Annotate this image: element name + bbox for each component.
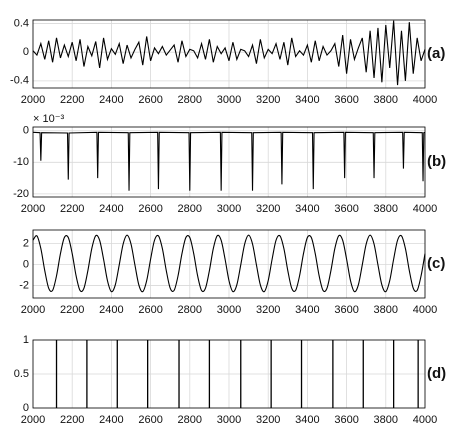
x-tick-label: 3400 [295, 304, 319, 316]
x-tick-label: 4000 [413, 203, 437, 215]
y-tick-label: 0 [23, 125, 29, 137]
x-tick-label: 2800 [178, 414, 202, 426]
x-tick-label: 3000 [217, 94, 241, 106]
y-tick-label: 0 [23, 46, 29, 58]
exponent-label: × 10⁻³ [33, 113, 65, 125]
x-tick-label: 2600 [138, 304, 162, 316]
x-tick-label: 2000 [21, 414, 45, 426]
x-tick-label: 3200 [256, 414, 280, 426]
panel-label: (b) [427, 153, 446, 170]
x-tick-label: 2200 [60, 304, 84, 316]
axes-frame [32, 19, 426, 89]
y-tick-label: -2 [19, 279, 29, 291]
y-tick-label: -10 [13, 156, 29, 168]
panel-label: (d) [427, 365, 446, 382]
x-tick-label: 4000 [413, 414, 437, 426]
y-tick-label: 2 [23, 238, 29, 250]
x-tick-label: 2800 [178, 304, 202, 316]
x-tick-label: 3000 [217, 203, 241, 215]
x-tick-label: 2200 [60, 414, 84, 426]
x-tick-label: 2000 [21, 304, 45, 316]
x-tick-label: 3200 [256, 304, 280, 316]
x-tick-label: 2400 [99, 414, 123, 426]
x-tick-label: 2800 [178, 203, 202, 215]
x-tick-label: 2000 [21, 94, 45, 106]
x-tick-label: 2200 [60, 94, 84, 106]
x-tick-label: 3600 [334, 414, 358, 426]
x-tick-label: 3000 [217, 304, 241, 316]
x-tick-label: 3800 [374, 304, 398, 316]
x-tick-label: 2600 [138, 203, 162, 215]
x-tick-label: 2400 [99, 203, 123, 215]
x-tick-label: 2600 [138, 414, 162, 426]
y-tick-label: -0.4 [10, 75, 29, 87]
y-tick-label: 0 [23, 402, 29, 414]
axes-frame [32, 126, 426, 198]
x-tick-label: 3800 [374, 203, 398, 215]
x-tick-label: 3000 [217, 414, 241, 426]
x-tick-label: 2400 [99, 94, 123, 106]
signal-line [32, 20, 426, 86]
y-tick-label: 1 [23, 334, 29, 346]
axes-frame [32, 339, 426, 409]
x-tick-label: 4000 [413, 304, 437, 316]
x-tick-label: 2400 [99, 304, 123, 316]
x-tick-label: 2800 [178, 94, 202, 106]
x-tick-label: 2200 [60, 203, 84, 215]
signal-line [32, 131, 426, 191]
y-tick-label: 0 [23, 258, 29, 270]
x-tick-label: 2600 [138, 94, 162, 106]
x-tick-label: 3800 [374, 94, 398, 106]
signal-line [32, 234, 426, 293]
x-tick-label: 3600 [334, 94, 358, 106]
x-tick-label: 3600 [334, 304, 358, 316]
x-tick-label: 3200 [256, 94, 280, 106]
x-tick-label: 2000 [21, 203, 45, 215]
x-tick-label: 3800 [374, 414, 398, 426]
y-tick-label: 0.4 [14, 17, 29, 29]
y-tick-label: 0.5 [14, 368, 29, 380]
panel-label: (c) [427, 255, 445, 272]
x-tick-label: 3200 [256, 203, 280, 215]
x-tick-label: 3400 [295, 203, 319, 215]
axes-frame [32, 229, 426, 299]
x-tick-label: 4000 [413, 94, 437, 106]
y-tick-label: -20 [13, 188, 29, 200]
x-tick-label: 3400 [295, 94, 319, 106]
x-tick-label: 3600 [334, 203, 358, 215]
panel-label: (a) [427, 45, 445, 62]
x-tick-label: 3400 [295, 414, 319, 426]
